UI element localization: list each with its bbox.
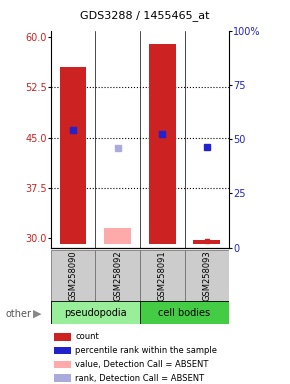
- Text: other: other: [6, 309, 32, 319]
- Text: rank, Detection Call = ABSENT: rank, Detection Call = ABSENT: [75, 374, 204, 383]
- Text: GSM258090: GSM258090: [68, 250, 77, 301]
- Text: value, Detection Call = ABSENT: value, Detection Call = ABSENT: [75, 360, 209, 369]
- Bar: [184, 250, 229, 301]
- Bar: [51, 301, 140, 324]
- Bar: [51, 250, 95, 301]
- Bar: [54, 374, 71, 382]
- Text: pseudopodia: pseudopodia: [64, 308, 127, 318]
- Bar: [104, 228, 131, 244]
- Text: cell bodies: cell bodies: [158, 308, 211, 318]
- Text: GSM258091: GSM258091: [158, 250, 167, 301]
- Text: count: count: [75, 332, 99, 341]
- Text: GSM258092: GSM258092: [113, 250, 122, 301]
- Bar: [54, 347, 71, 354]
- Bar: [95, 250, 140, 301]
- Bar: [193, 240, 220, 244]
- Bar: [140, 250, 184, 301]
- Bar: [140, 301, 229, 324]
- Bar: [149, 44, 176, 244]
- Bar: [60, 68, 86, 244]
- Text: GSM258093: GSM258093: [202, 250, 211, 301]
- Bar: [54, 333, 71, 341]
- Text: GDS3288 / 1455465_at: GDS3288 / 1455465_at: [80, 10, 210, 20]
- Text: percentile rank within the sample: percentile rank within the sample: [75, 346, 218, 355]
- Bar: [54, 361, 71, 368]
- Text: ▶: ▶: [33, 309, 42, 319]
